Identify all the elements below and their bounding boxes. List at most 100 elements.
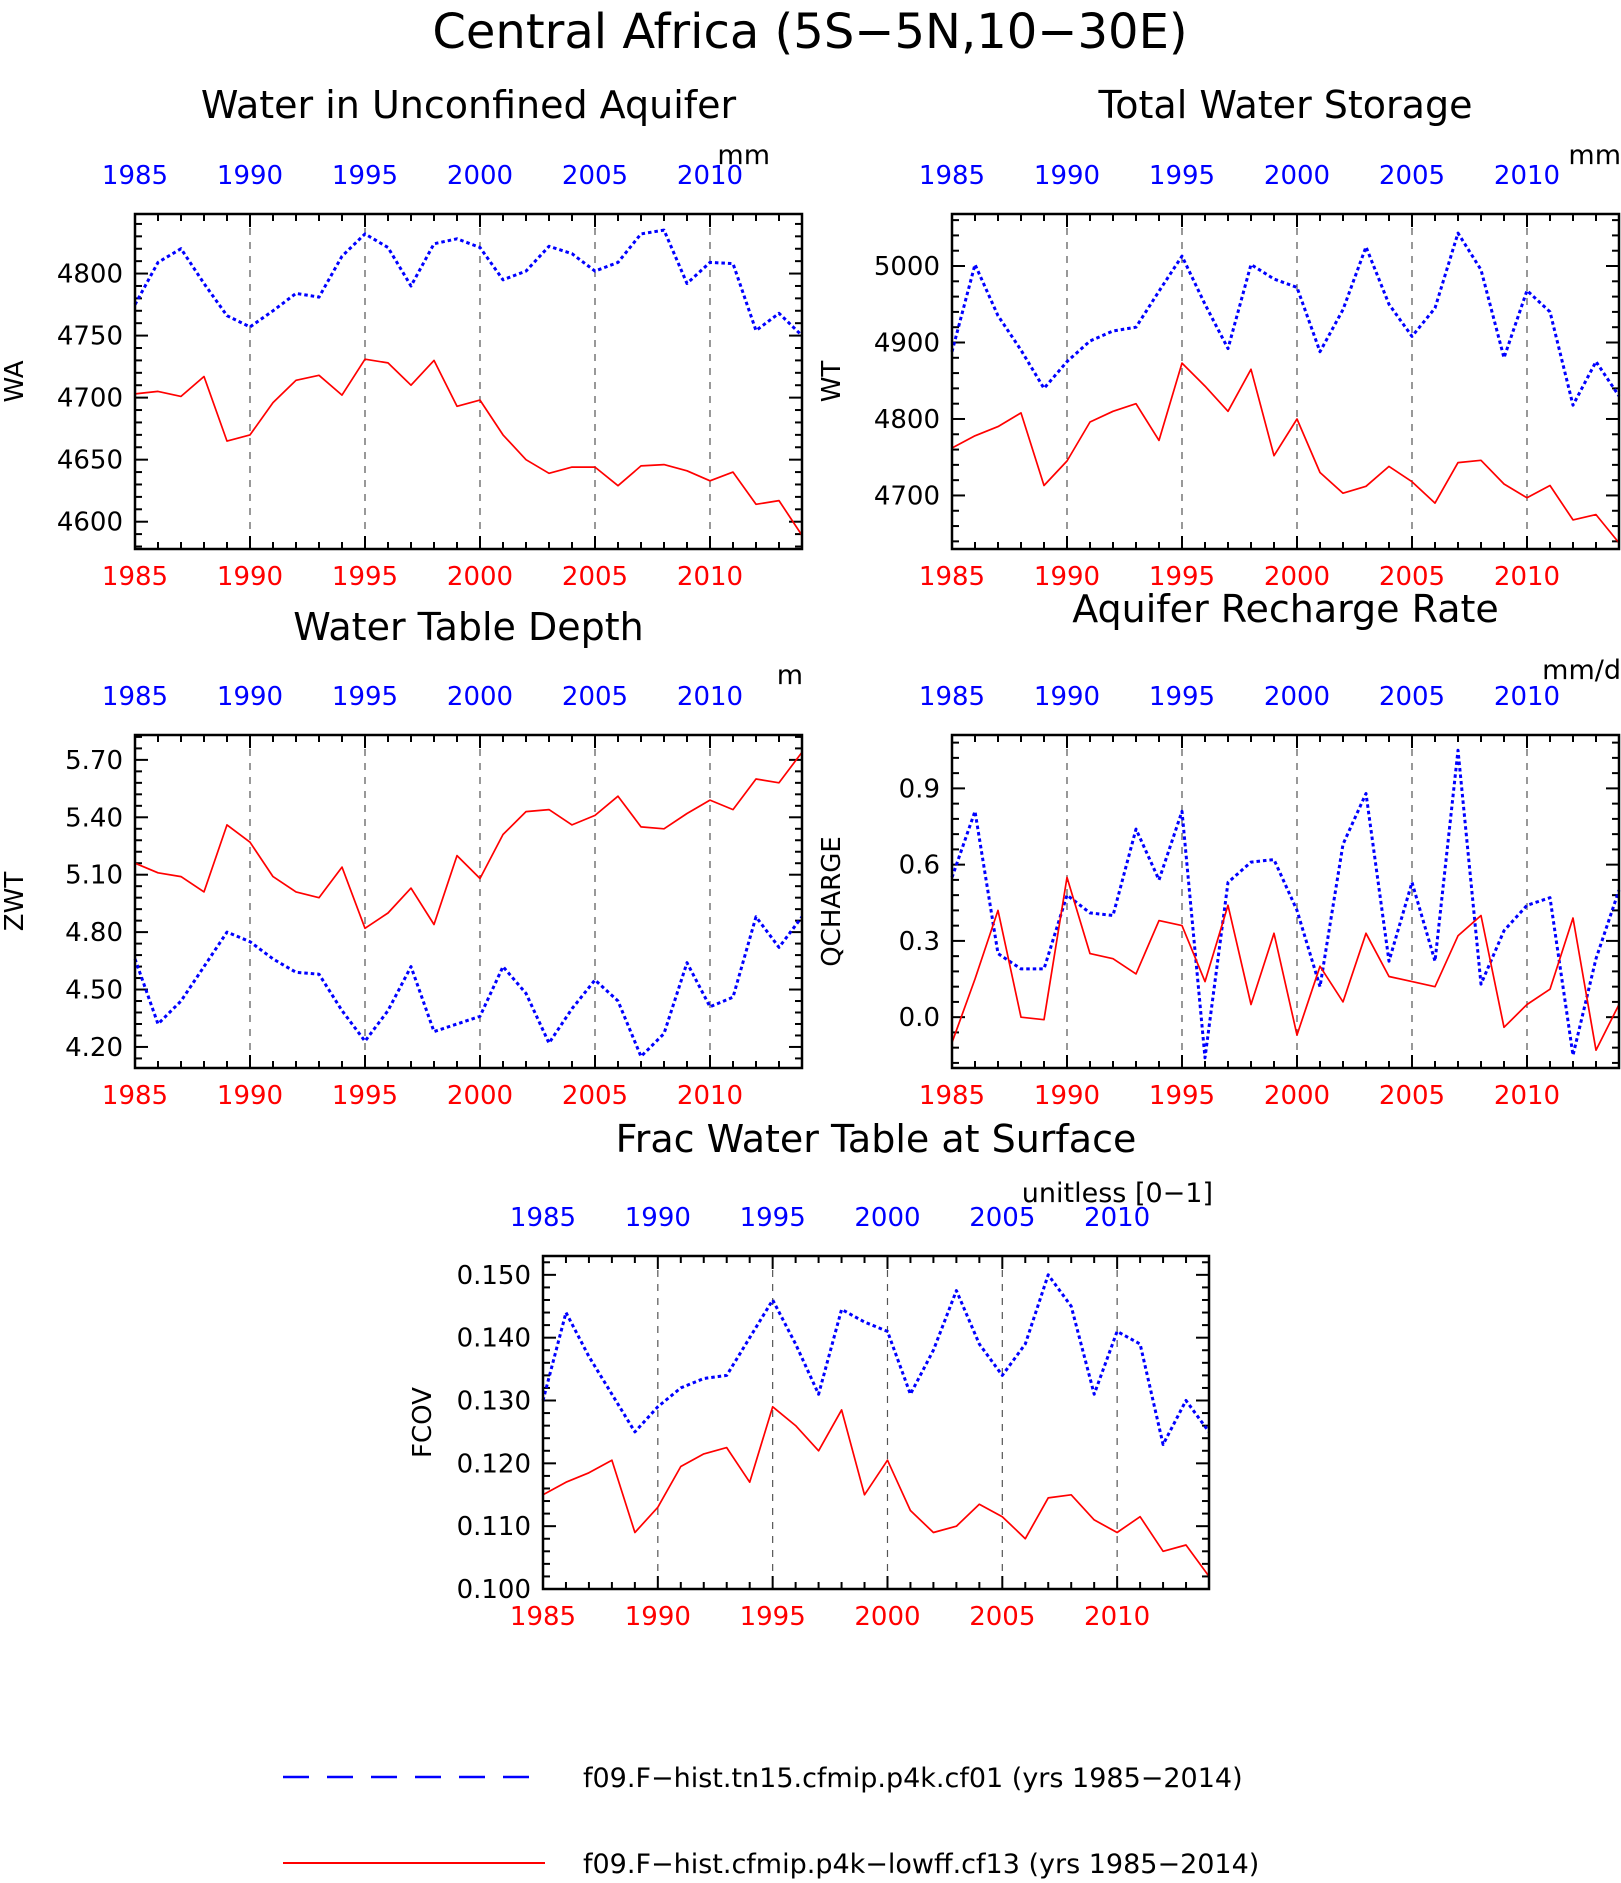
x-tick-label-bottom: 2005 — [562, 562, 628, 592]
x-tick-label-top: 2010 — [1494, 161, 1560, 191]
x-tick-label-top: 1995 — [332, 161, 398, 191]
series-line-hist — [950, 748, 1621, 1060]
y-axis-label: WT — [817, 361, 847, 403]
panel-zwt: Water Table Depth m ZWT 1985 1985 1990 1990 199… — [0, 605, 804, 1111]
y-tick-label: 4.50 — [65, 976, 123, 1006]
x-tick-label-bottom: 2010 — [677, 1081, 743, 1111]
y-tick-label: 0.120 — [457, 1449, 531, 1479]
x-tick-label-bottom: 2005 — [1379, 1081, 1445, 1111]
x-tick-label-top: 1990 — [217, 161, 283, 191]
x-tick-label-bottom: 2000 — [447, 562, 513, 592]
x-tick-label-bottom: 1990 — [217, 1081, 283, 1111]
figure-title: Central Africa (5S−5N,10−30E) — [432, 4, 1187, 60]
x-tick-label-top: 1985 — [919, 161, 985, 191]
x-tick-label-top: 2005 — [562, 682, 628, 712]
x-tick-label-bottom: 2000 — [1264, 1081, 1330, 1111]
x-tick-label-bottom: 2010 — [677, 562, 743, 592]
x-tick-label-top: 2005 — [969, 1203, 1035, 1233]
x-tick-label-top: 2000 — [1264, 682, 1330, 712]
x-tick-label-top: 1985 — [919, 682, 985, 712]
y-tick-label: 0.110 — [457, 1512, 531, 1542]
y-tick-label: 4900 — [874, 328, 940, 358]
legend-label-hist: f09.F−hist.tn15.cfmip.p4k.cf01 (yrs 1985… — [583, 1763, 1243, 1794]
panel-title: Total Water Storage — [1098, 83, 1473, 127]
plot-frame — [541, 1254, 1211, 1591]
x-tick-label-top: 2005 — [1379, 682, 1445, 712]
unit-label: m — [777, 660, 803, 691]
x-tick-label-bottom: 2005 — [562, 1081, 628, 1111]
legend-label-lowff: f09.F−hist.cfmip.p4k−lowff.cf13 (yrs 198… — [583, 1849, 1259, 1880]
y-tick-label: 0.9 — [899, 774, 940, 804]
x-tick-label-top: 2010 — [677, 682, 743, 712]
y-axis-label: QCHARGE — [817, 836, 847, 967]
x-tick-label-bottom: 2010 — [1494, 562, 1560, 592]
plot-frame — [950, 212, 1621, 551]
x-tick-label-bottom: 1995 — [1149, 562, 1215, 592]
plot-frame — [950, 733, 1621, 1070]
y-tick-label: 0.6 — [899, 851, 940, 881]
y-tick-label: 4600 — [57, 508, 123, 538]
x-tick-label-top: 1985 — [102, 682, 168, 712]
y-tick-label: 4700 — [57, 384, 123, 414]
x-tick-label-bottom: 2000 — [447, 1081, 513, 1111]
x-tick-label-bottom: 1990 — [1034, 562, 1100, 592]
y-tick-label: 4800 — [57, 260, 123, 290]
x-tick-label-top: 2005 — [1379, 161, 1445, 191]
x-tick-label-bottom: 1985 — [919, 1081, 985, 1111]
y-tick-label: 4750 — [57, 322, 123, 352]
y-tick-label: 4.20 — [65, 1033, 123, 1063]
y-tick-label: 0.130 — [457, 1387, 531, 1417]
panel-wa: Water in Unconfined Aquifer mm WA 1985 1985 1… — [0, 83, 804, 592]
x-tick-label-bottom: 2000 — [854, 1602, 920, 1632]
series-line-lowff — [134, 751, 803, 930]
y-axis-label: FCOV — [408, 1387, 438, 1458]
x-tick-label-top: 1995 — [332, 682, 398, 712]
panel-wt: Total Water Storage mm WT 1985 1985 1990 1990 1… — [817, 83, 1621, 592]
x-tick-label-bottom: 1990 — [217, 562, 283, 592]
x-tick-label-bottom: 1990 — [1034, 1081, 1100, 1111]
x-tick-label-top: 1995 — [740, 1203, 806, 1233]
x-tick-label-bottom: 2010 — [1084, 1602, 1150, 1632]
panel-fcov: Frac Water Table at Surface unitless [0−1… — [408, 1117, 1213, 1632]
x-tick-label-top: 2000 — [447, 161, 513, 191]
x-tick-label-bottom: 1985 — [102, 562, 168, 592]
x-tick-label-top: 2000 — [447, 682, 513, 712]
y-tick-label: 0.100 — [457, 1575, 531, 1605]
x-tick-label-top: 2010 — [677, 161, 743, 191]
series-line-lowff — [542, 1405, 1210, 1577]
y-tick-label: 0.140 — [457, 1324, 531, 1354]
unit-label: mm — [1568, 140, 1621, 171]
series-line-hist — [541, 1273, 1211, 1446]
y-tick-label: 0.150 — [457, 1261, 531, 1291]
panel-qcharge: Aquifer Recharge Rate mm/d QCHARGE 1985 1985… — [817, 587, 1621, 1111]
y-tick-label: 0.0 — [899, 1003, 940, 1033]
x-tick-label-bottom: 2000 — [1264, 562, 1330, 592]
legend: f09.F−hist.tn15.cfmip.p4k.cf01 (yrs 1985… — [283, 1763, 1259, 1880]
x-tick-label-top: 1995 — [1149, 161, 1215, 191]
x-tick-label-top: 2000 — [854, 1203, 920, 1233]
x-tick-label-bottom: 1995 — [332, 562, 398, 592]
x-tick-label-top: 1985 — [510, 1203, 576, 1233]
y-axis-label: ZWT — [0, 872, 30, 932]
panel-title: Aquifer Recharge Rate — [1072, 587, 1499, 631]
series-line-lowff — [134, 358, 803, 536]
x-tick-label-bottom: 1995 — [332, 1081, 398, 1111]
panel-title: Water in Unconfined Aquifer — [201, 83, 737, 127]
y-tick-label: 0.3 — [899, 927, 940, 957]
x-tick-label-bottom: 2005 — [1379, 562, 1445, 592]
y-tick-label: 4.80 — [65, 918, 123, 948]
plot-frame — [133, 212, 804, 551]
series-line-hist — [133, 915, 804, 1058]
x-tick-label-top: 1990 — [217, 682, 283, 712]
x-tick-label-bottom: 2005 — [969, 1602, 1035, 1632]
y-tick-label: 5.40 — [65, 803, 123, 833]
y-axis-label: WA — [0, 360, 30, 402]
panel-title: Water Table Depth — [293, 605, 644, 649]
x-tick-label-top: 2005 — [562, 161, 628, 191]
unit-label: mm/d — [1542, 655, 1621, 686]
x-tick-label-top: 2000 — [1264, 161, 1330, 191]
x-tick-label-bottom: 1985 — [919, 562, 985, 592]
x-tick-label-top: 1990 — [1034, 682, 1100, 712]
x-tick-label-top: 1990 — [1034, 161, 1100, 191]
